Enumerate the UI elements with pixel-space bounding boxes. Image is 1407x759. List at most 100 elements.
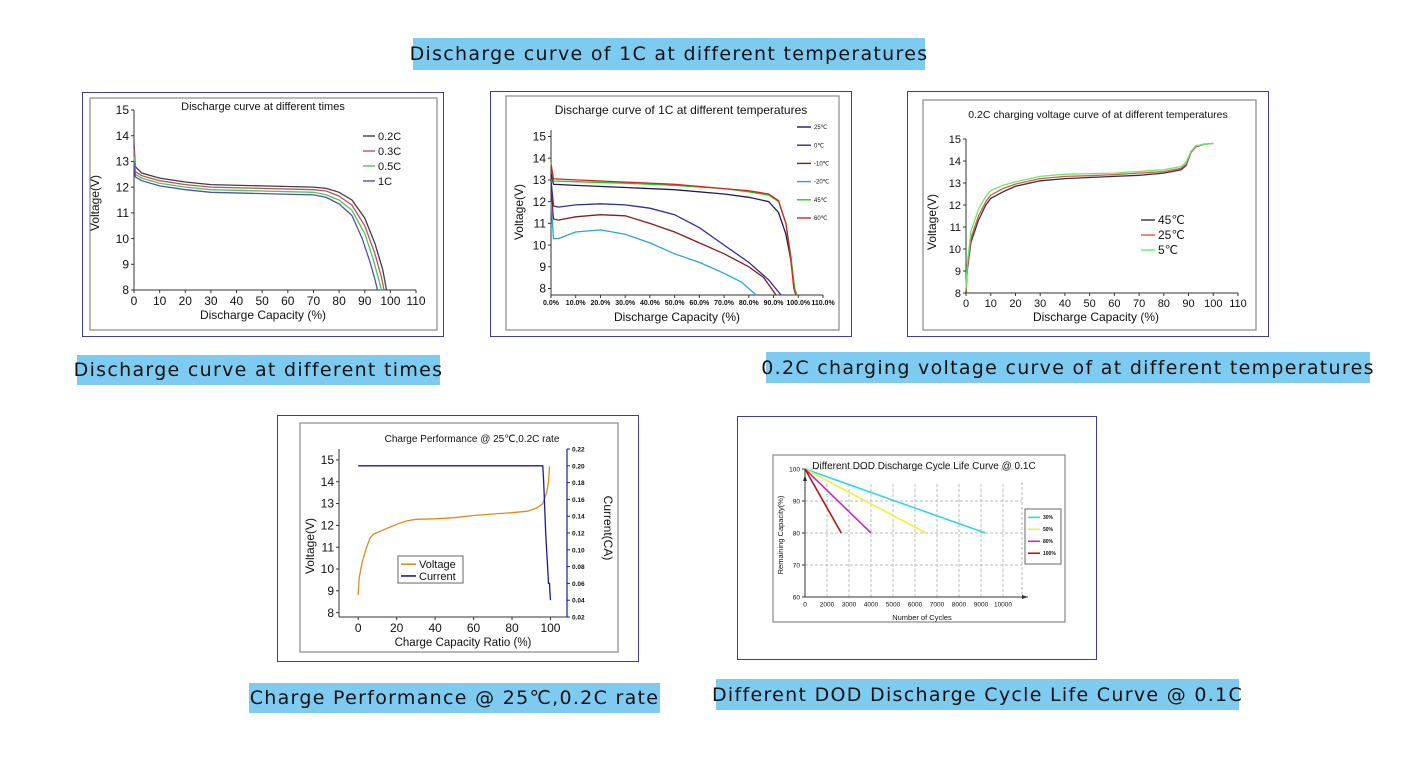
series-line-5 xyxy=(965,142,1214,289)
legend-label: 100% xyxy=(1043,551,1056,557)
chart-charging-voltage: 0 10 20 30 40 50 60 70 80 90 100 110 8 9 10 11 12 13 14 15 0… xyxy=(907,91,1269,337)
x-tick-label: 20.0% xyxy=(591,300,612,307)
series-line-10 xyxy=(550,190,777,296)
chart-svg: 0 10 20 30 40 50 60 70 80 90 100 110 8 9 10 11 12 13 14 15 0… xyxy=(922,99,1257,331)
x-tick-label: 3000 xyxy=(842,602,857,609)
x-tick-label: 70 xyxy=(1133,298,1145,310)
y2-tick-label: 0.06 xyxy=(572,581,585,588)
chart-dod-cycle-life: 0 2000 3000 4000 5000 6000 7000 8000 9000 10000 60… xyxy=(737,416,1097,660)
y-tick-label: 80 xyxy=(793,530,801,537)
y-tick-label: 11 xyxy=(534,217,547,231)
y-tick-label: 8 xyxy=(539,282,546,296)
legend-box xyxy=(397,555,464,584)
y2-tick-label: 0.18 xyxy=(572,480,585,487)
y-tick-label: 11 xyxy=(117,206,130,220)
x-tick-label: 5000 xyxy=(886,602,901,609)
x-tick-label: 40 xyxy=(428,621,442,635)
chart-svg: 0.0% 10.0% 20.0% 30.0% 40.0% 50.0% 60.0% 70.0% 8… xyxy=(505,95,840,331)
y-tick-label: 13 xyxy=(321,497,335,511)
series-line-Current xyxy=(358,465,552,601)
x-tick-label: 90.0% xyxy=(764,300,785,307)
chart-discharge-temperatures: 0.0% 10.0% 20.0% 30.0% 40.0% 50.0% 60.0% 70.0% 8… xyxy=(490,91,852,337)
y-axis-label: Voltage(V) xyxy=(303,518,317,574)
y-axis-label: Voltage(V) xyxy=(512,184,526,240)
chart-charge-performance: 0 20 40 60 80 100 8 9 10 11 12 13 14 15 0.02 0.04 0.06 0.… xyxy=(277,415,639,662)
x-tick-label: 110 xyxy=(406,294,425,308)
legend-label: Current xyxy=(419,571,456,583)
y-tick-label: 14 xyxy=(533,151,547,165)
x-tick-label: 60 xyxy=(281,294,295,308)
y-tick-label: 8 xyxy=(327,606,334,620)
chart-title: Charge Performance @ 25℃,0.2C rate xyxy=(385,434,560,445)
x-axis-label: Charge Capacity Ratio (%) xyxy=(395,637,532,649)
legend-label: 30% xyxy=(1043,515,1054,521)
y-tick-label: 10 xyxy=(321,562,335,576)
x-tick-label: 40 xyxy=(230,294,244,308)
y-tick-label: 100 xyxy=(789,466,800,473)
y-tick-label: 15 xyxy=(116,103,130,117)
x-tick-label: 60.0% xyxy=(689,300,710,307)
y-tick-label: 9 xyxy=(955,266,961,278)
series-line-100 xyxy=(804,468,842,534)
banner-charge-performance: Charge Performance @ 25℃,0.2C rate xyxy=(249,683,660,713)
x-tick-label: 110 xyxy=(1229,298,1247,310)
chart-title: Discharge curve at different times xyxy=(181,101,345,113)
x-tick-label: 20 xyxy=(179,294,193,308)
x-tick-label: 60 xyxy=(1108,298,1120,310)
y-axis-label: Voltage(V) xyxy=(925,194,939,250)
y-tick-label: 70 xyxy=(793,562,801,569)
x-tick-label: 30 xyxy=(1034,298,1046,310)
chart-discharge-times: 0 10 20 30 40 50 60 70 80 90 100 110 8 9 10 11 12 13 14 15 D… xyxy=(82,92,444,337)
x-tick-label: 100 xyxy=(540,621,560,635)
x-tick-label: 70 xyxy=(307,294,321,308)
y-tick-label: 12 xyxy=(321,519,335,533)
x-axis-arrow xyxy=(1022,595,1028,599)
x-tick-label: 20 xyxy=(390,621,404,635)
y-tick-label: 14 xyxy=(949,156,961,168)
x-axis-label: Discharge Capacity (%) xyxy=(200,308,326,322)
y2-tick-label: 0.12 xyxy=(572,531,585,538)
x-tick-label: 0 xyxy=(131,294,138,308)
y-tick-label: 9 xyxy=(327,584,334,598)
y-tick-label: 12 xyxy=(533,195,547,209)
y2-tick-label: 0.22 xyxy=(572,447,585,454)
chart-svg: 0 2000 3000 4000 5000 6000 7000 8000 9000 10000 60… xyxy=(772,454,1066,623)
series-line-50 xyxy=(804,468,927,534)
y-tick-label: 11 xyxy=(322,540,335,554)
x-axis-label: Number of Cycles xyxy=(892,613,952,622)
y-tick-label: 12 xyxy=(949,200,961,212)
plot-frame xyxy=(89,97,438,331)
legend-label: -20℃ xyxy=(814,180,830,186)
series-line-30 xyxy=(804,468,986,534)
x-tick-label: 110.0% xyxy=(811,300,835,307)
y2-tick-label: 0.08 xyxy=(572,564,585,571)
y-tick-label: 8 xyxy=(122,283,129,297)
series-line-80 xyxy=(804,468,872,534)
x-tick-label: 30 xyxy=(204,294,218,308)
y-tick-label: 9 xyxy=(122,257,129,271)
legend-label: 60℃ xyxy=(814,216,828,222)
legend-label: Voltage xyxy=(419,559,456,571)
x-tick-label: 6000 xyxy=(908,602,923,609)
x-tick-label: 40 xyxy=(1059,298,1071,310)
legend-label: 25℃ xyxy=(1158,228,1185,242)
plot-frame xyxy=(505,95,840,331)
x-tick-label: 90 xyxy=(358,294,372,308)
y2-tick-label: 0.14 xyxy=(572,514,585,521)
legend-label: 45℃ xyxy=(1158,213,1185,227)
y-tick-label: 14 xyxy=(321,475,335,489)
x-tick-label: 100.0% xyxy=(786,300,811,307)
x-tick-label: 9000 xyxy=(974,602,989,609)
x-tick-label: 0.0% xyxy=(543,300,560,307)
y-tick-label: 12 xyxy=(116,180,130,194)
x-tick-label: 10000 xyxy=(994,602,1012,609)
x-tick-label: 60 xyxy=(467,621,481,635)
y2-tick-label: 0.04 xyxy=(572,598,585,605)
x-tick-label: 70.0% xyxy=(714,300,735,307)
chart-title: 0.2C charging voltage curve of at differ… xyxy=(968,109,1228,121)
banner-temperature-discharge: Discharge curve of 1C at different tempe… xyxy=(410,38,927,70)
x-tick-label: 2000 xyxy=(820,602,835,609)
x-tick-label: 50 xyxy=(256,294,270,308)
y-tick-label: 90 xyxy=(793,498,801,505)
y-tick-label: 15 xyxy=(949,134,961,146)
